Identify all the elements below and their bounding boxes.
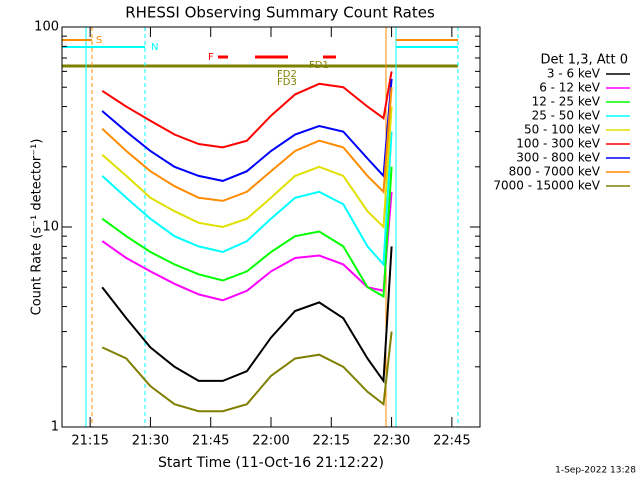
footer: 1-Sep-2022 13:28 bbox=[555, 466, 636, 476]
annotation: FD1 bbox=[309, 60, 329, 71]
legend-title: Det 1,3, Att 0 bbox=[541, 53, 628, 68]
legend-label: 12 - 25 keV bbox=[532, 95, 601, 109]
annotation: F bbox=[208, 52, 214, 63]
legend-label: 800 - 7000 keV bbox=[509, 165, 601, 179]
x-tick-label: 22:45 bbox=[433, 434, 470, 449]
y-tick-label: 10 bbox=[42, 220, 59, 235]
series-line bbox=[101, 131, 393, 267]
x-axis-label: Start Time (11-Oct-16 21:12:22) bbox=[158, 455, 384, 471]
legend-label: 7000 - 15000 keV bbox=[493, 179, 600, 193]
legend-label: 300 - 800 keV bbox=[516, 151, 600, 165]
annotation: S bbox=[96, 35, 102, 46]
x-tick-label: 22:15 bbox=[313, 434, 350, 449]
legend-label: 6 - 12 keV bbox=[539, 81, 601, 95]
series-line bbox=[101, 166, 393, 299]
legend-label: 3 - 6 keV bbox=[547, 67, 601, 81]
series-line bbox=[101, 191, 393, 302]
series-line bbox=[101, 78, 393, 182]
chart-title: RHESSI Observing Summary Count Rates bbox=[125, 4, 435, 22]
annotation: FD3 bbox=[277, 77, 297, 88]
x-tick-label: 21:30 bbox=[132, 434, 169, 449]
x-tick-label: 21:15 bbox=[71, 434, 108, 449]
series-line bbox=[101, 71, 393, 149]
series-line bbox=[101, 87, 393, 202]
legend-label: 25 - 50 keV bbox=[532, 109, 601, 123]
y-tick-label: 1 bbox=[51, 420, 59, 435]
legend-label: 100 - 300 keV bbox=[516, 137, 600, 151]
y-axis-label: Count Rate (s⁻¹ detector⁻¹) bbox=[30, 139, 45, 316]
annotation: FD2 bbox=[277, 69, 297, 80]
legend-label: 50 - 100 keV bbox=[524, 123, 601, 137]
x-tick-label: 22:30 bbox=[373, 434, 410, 449]
annotation: N bbox=[151, 42, 158, 53]
x-tick-label: 21:45 bbox=[192, 434, 229, 449]
series-line bbox=[101, 106, 393, 230]
y-tick-label: 100 bbox=[34, 20, 59, 35]
series-line bbox=[101, 331, 393, 413]
x-tick-label: 22:00 bbox=[252, 434, 289, 449]
series-line bbox=[101, 246, 393, 384]
